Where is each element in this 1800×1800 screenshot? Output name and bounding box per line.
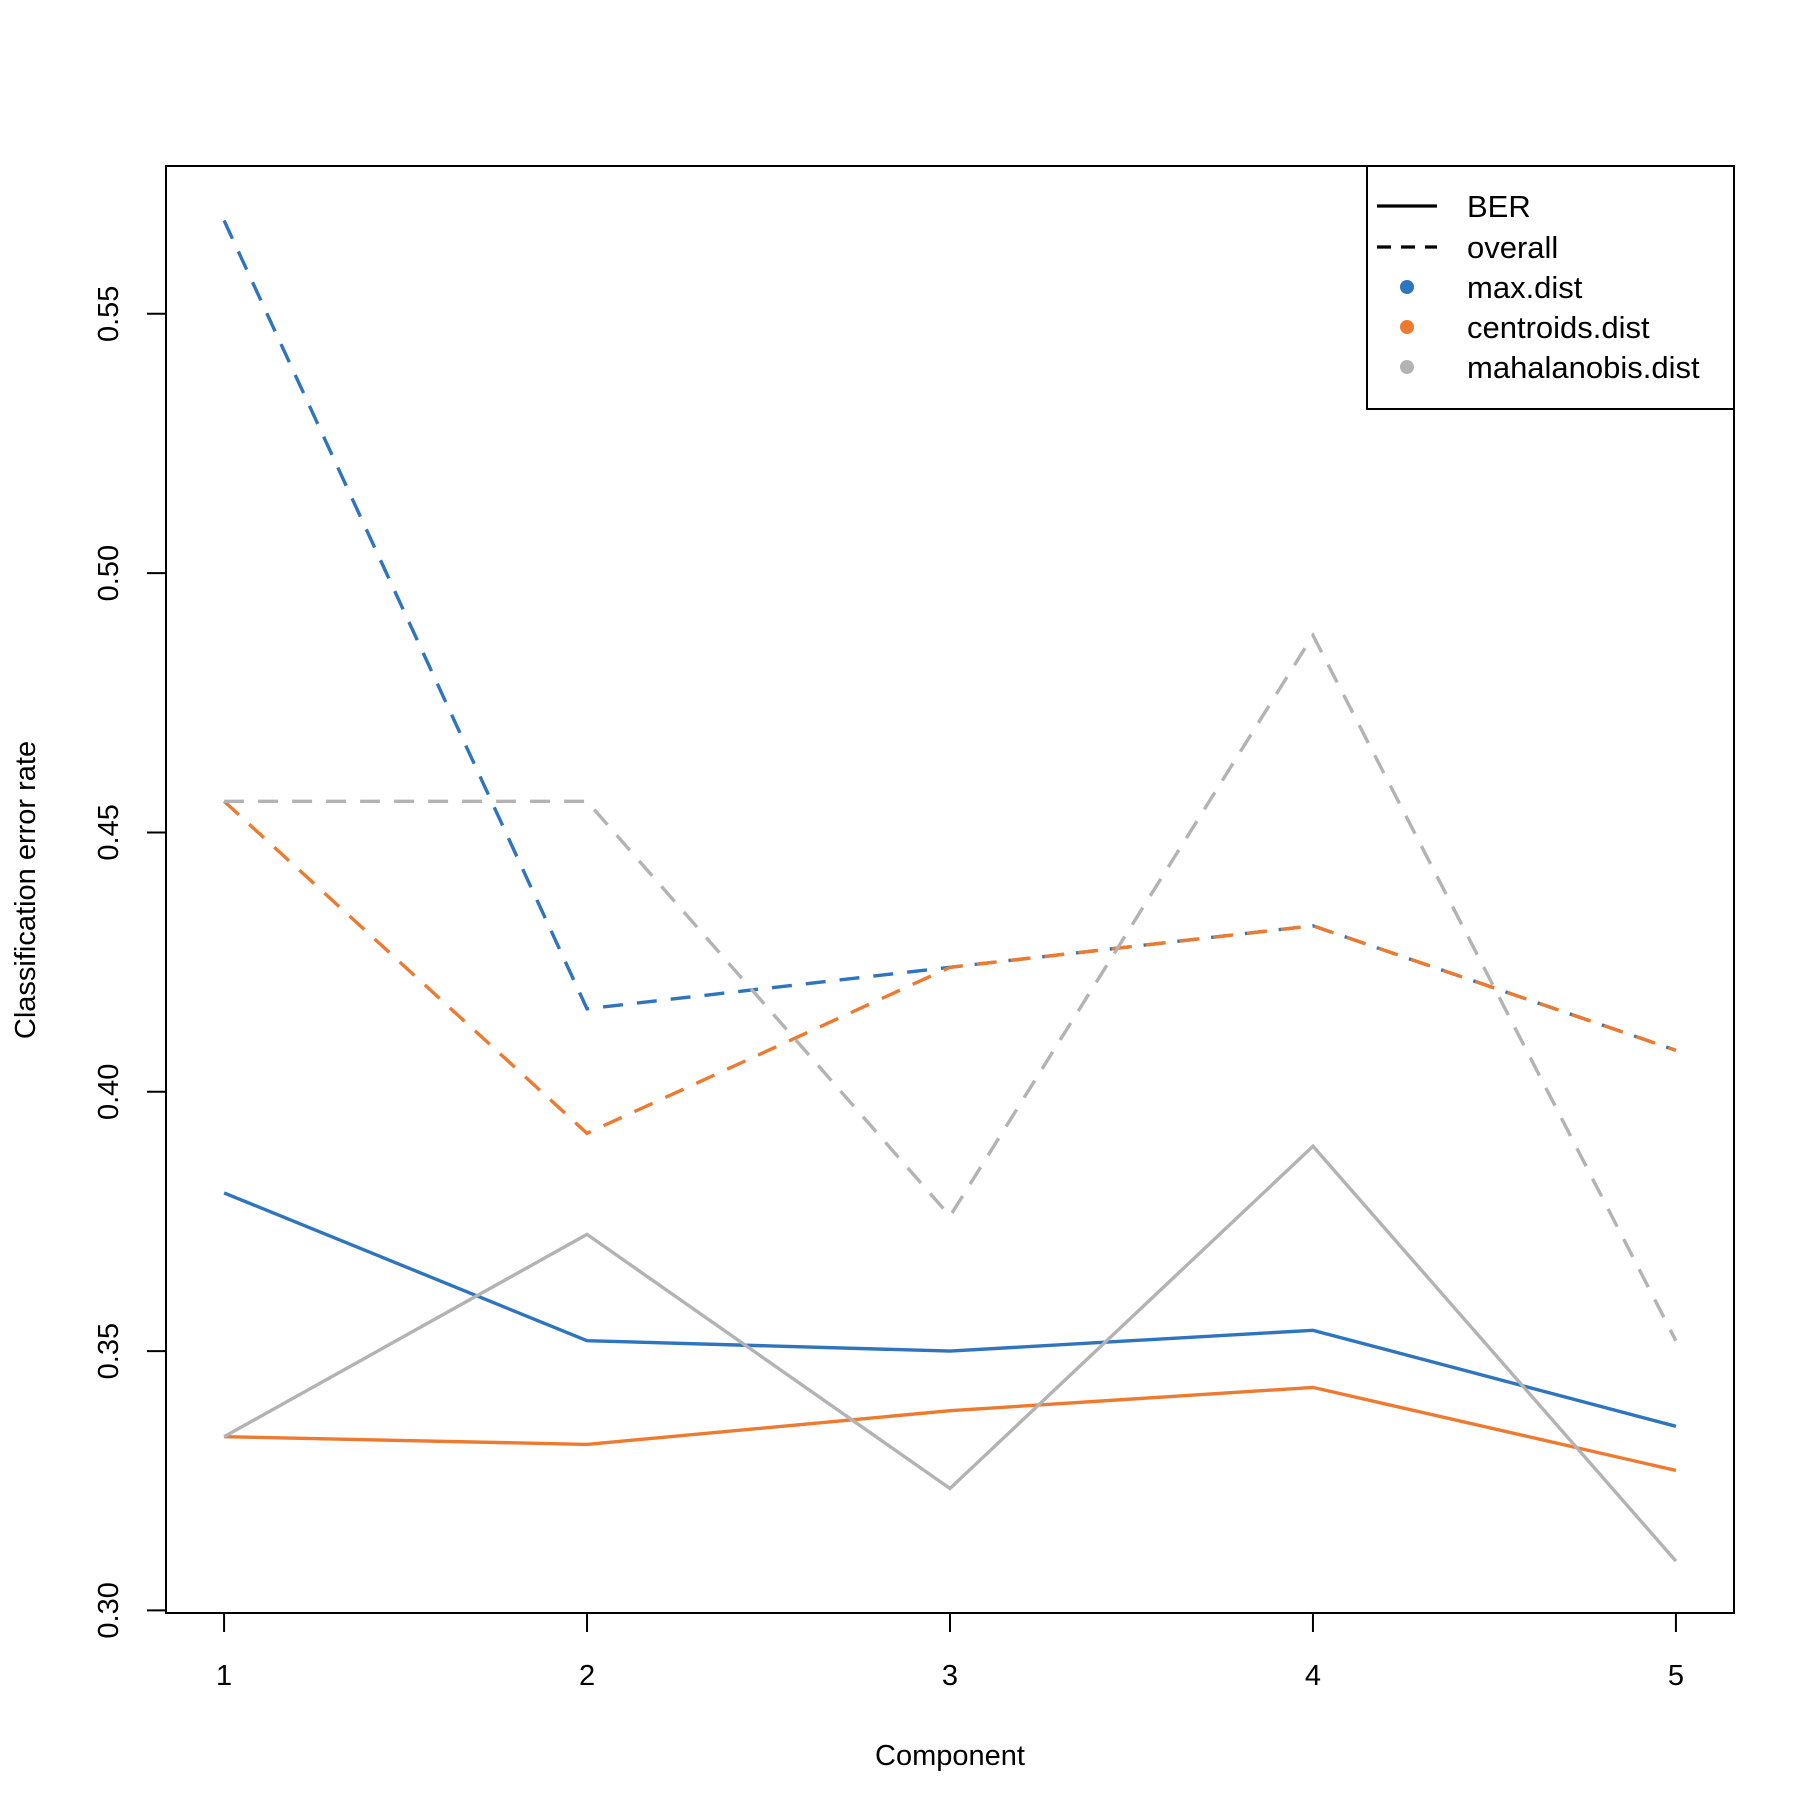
y-tick-label: 0.55 (93, 286, 125, 342)
x-axis-title: Component (875, 1740, 1025, 1772)
legend-mahalanobis-dist-dot (1400, 360, 1414, 374)
legend: BER overall max.dist centroids.dist maha… (1366, 165, 1735, 410)
legend-centroids-dist-dot (1400, 320, 1414, 334)
legend-max-dist-dot (1400, 280, 1414, 294)
y-tick-label: 0.30 (93, 1582, 125, 1638)
series-line-mahalanobis-dist-ber (223, 1143, 1678, 1563)
legend-max-dist-label: max.dist (1467, 270, 1583, 305)
x-tick-label: 2 (579, 1660, 595, 1692)
legend-mahalanobis-dist-label: mahalanobis.dist (1467, 350, 1700, 385)
y-tick-label: 0.35 (93, 1323, 125, 1379)
series-line-centroids-dist-overall (222, 800, 1677, 1136)
legend-centroids-dist-label: centroids.dist (1467, 310, 1650, 345)
y-tick-label: 0.50 (93, 545, 125, 601)
x-tick-label: 4 (1305, 1660, 1321, 1692)
series-line-mahalanobis-dist-overall (224, 631, 1678, 1342)
y-axis-title: Classification error rate (10, 741, 42, 1039)
x-tick-label: 3 (942, 1660, 958, 1692)
legend-ber-label: BER (1467, 189, 1531, 224)
x-axis: 1 2 3 4 5 (216, 1612, 1684, 1692)
x-tick-label: 5 (1668, 1660, 1684, 1692)
y-tick-label: 0.40 (93, 1064, 125, 1120)
series-layer (222, 219, 1678, 1563)
y-tick-label: 0.45 (93, 804, 125, 860)
y-axis: 0.30 0.35 0.40 0.45 0.50 0.55 (93, 286, 167, 1639)
x-tick-label: 1 (216, 1660, 232, 1692)
series-line-max-dist-ber (223, 1191, 1677, 1428)
legend-overall-label: overall (1467, 230, 1558, 265)
series-line-centroids-dist-ber (224, 1385, 1677, 1473)
